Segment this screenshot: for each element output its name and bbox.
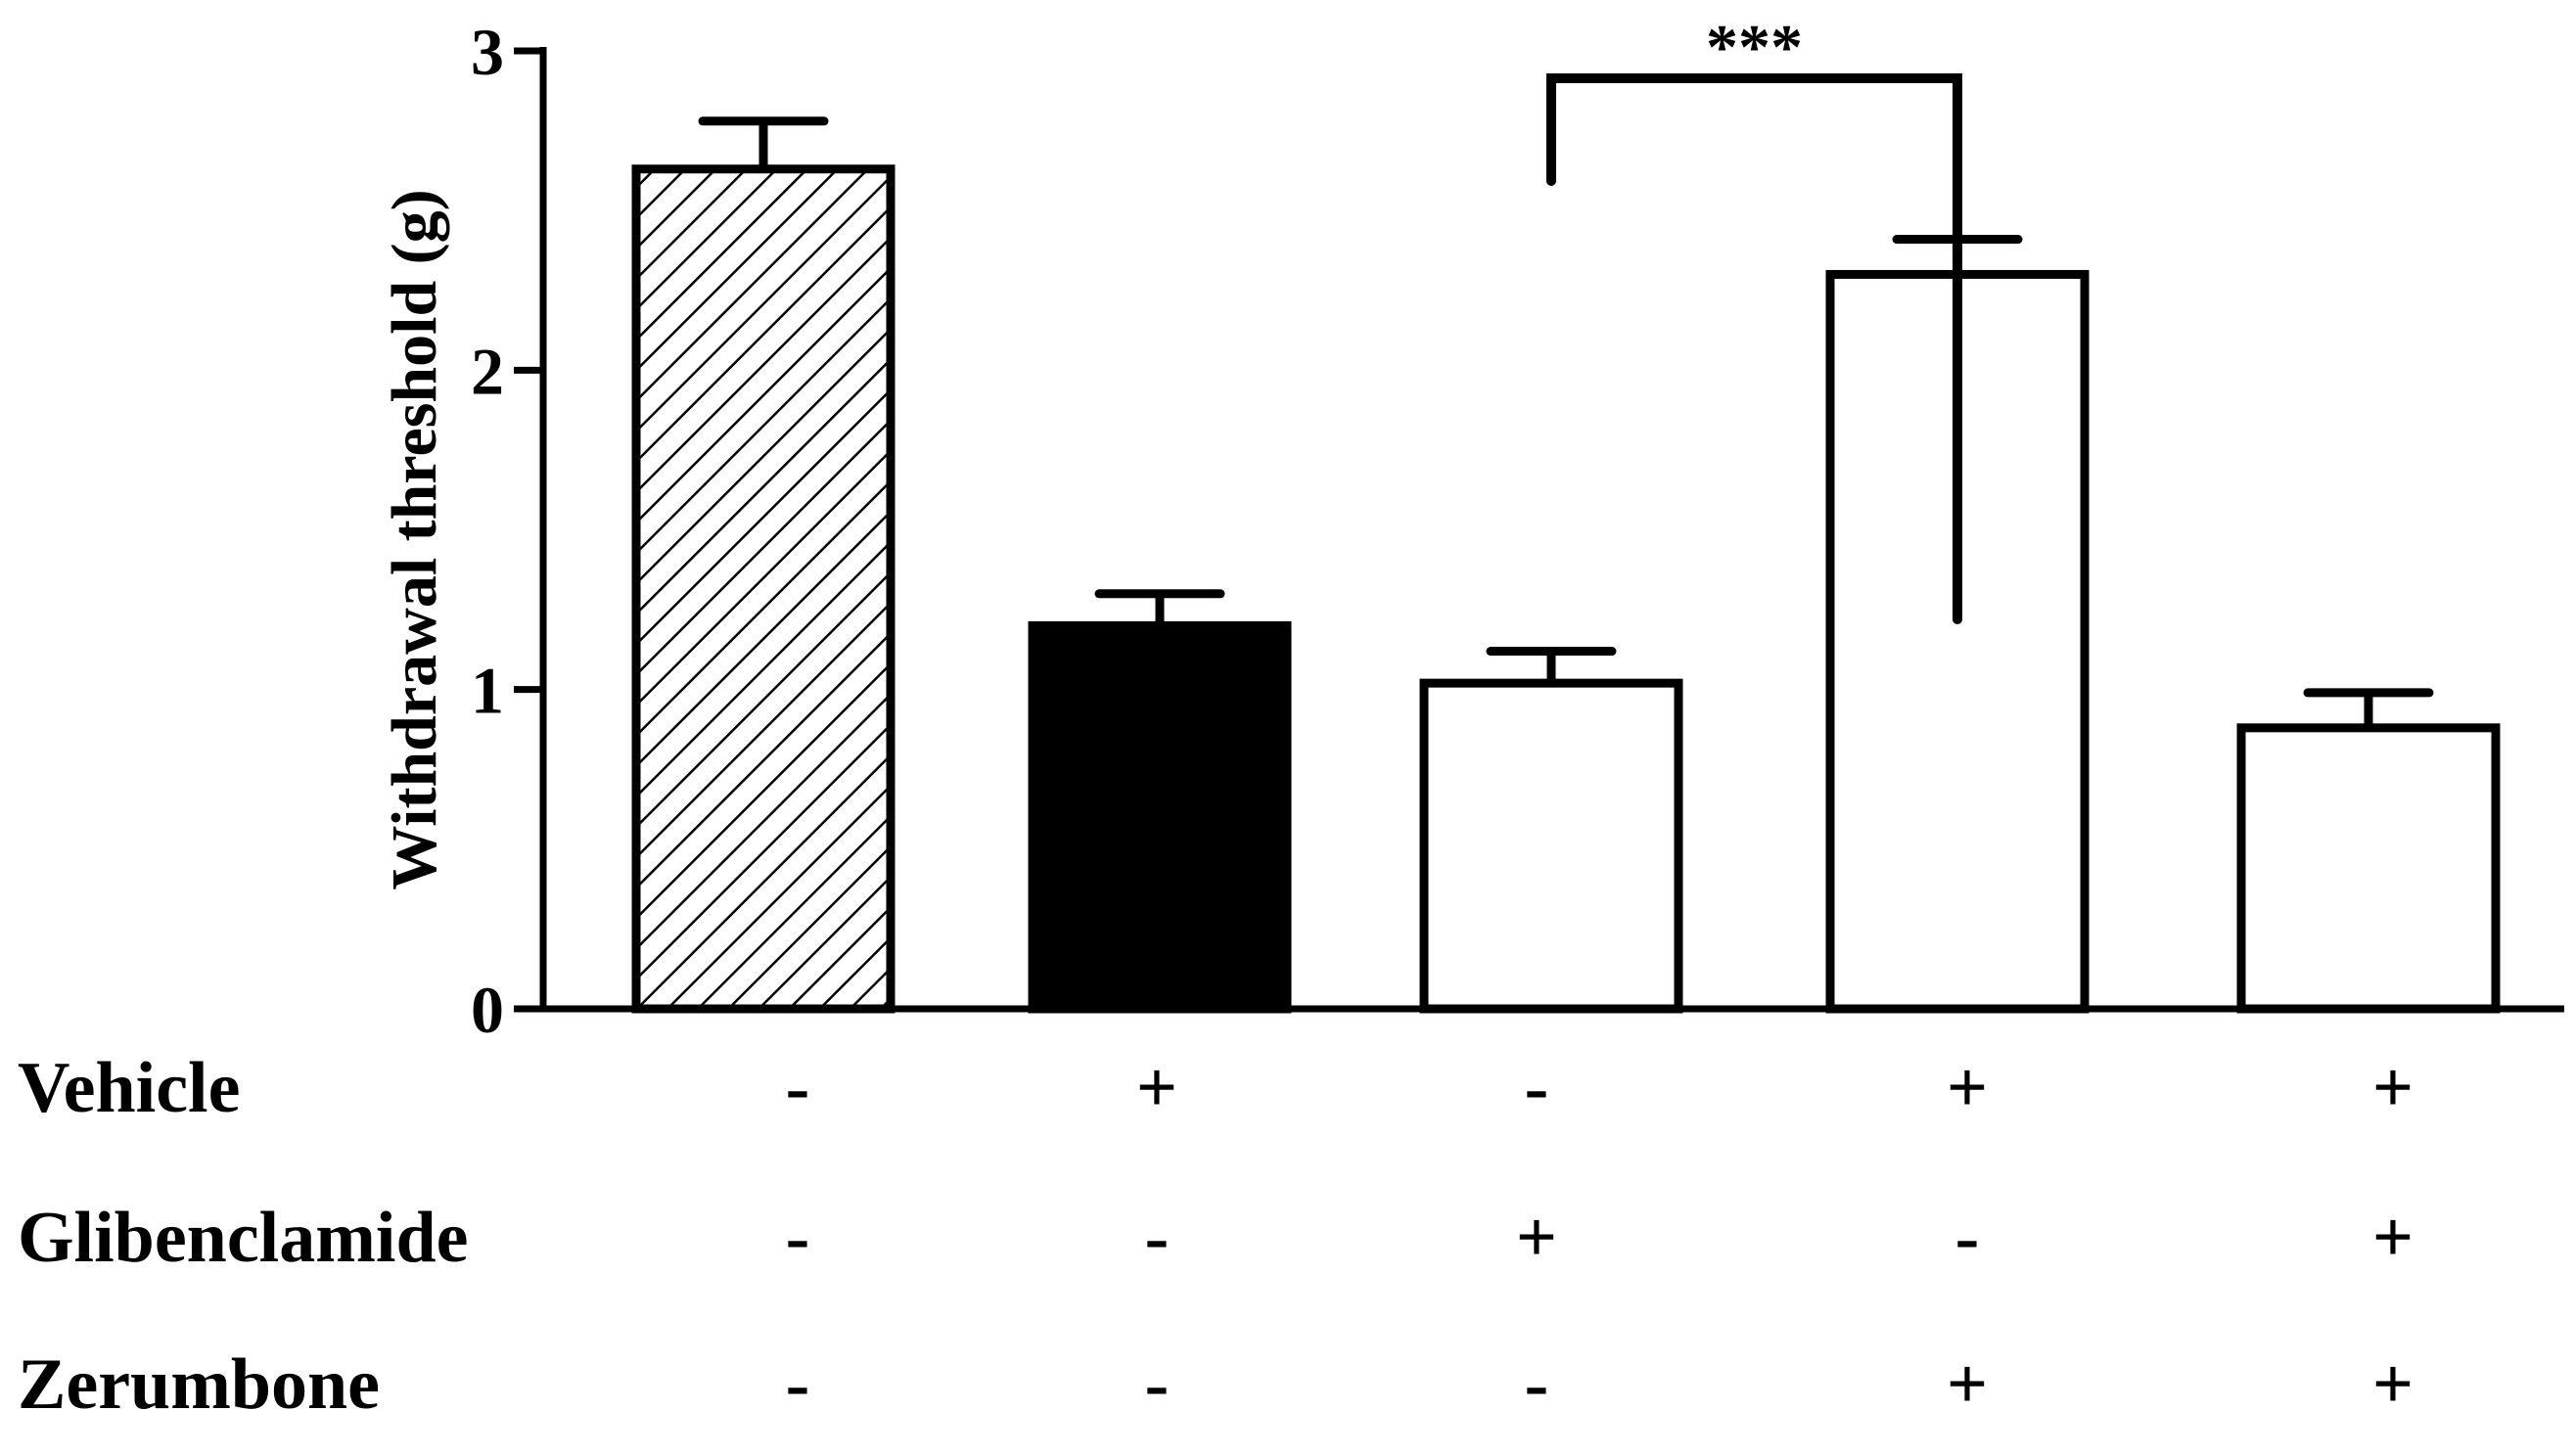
treatment-sign: + bbox=[2372, 1344, 2413, 1425]
treatment-table: Vehicle - + - + + Glibenclamide - - + - + Zerumbone -… bbox=[18, 1048, 2413, 1425]
y-axis: 0 1 2 3 Withdrawal threshold (g) bbox=[379, 15, 2564, 1047]
y-tick-label-1: 1 bbox=[471, 654, 504, 728]
error-bar-1 bbox=[698, 116, 829, 169]
bar-3 bbox=[1419, 678, 1683, 1014]
y-axis-label: Withdrawal threshold (g) bbox=[379, 189, 450, 889]
treatment-sign: - bbox=[786, 1048, 810, 1128]
significance-line bbox=[1546, 73, 1962, 624]
treatment-row-glibenclamide: Glibenclamide - - + - + bbox=[18, 1198, 2413, 1278]
error-bar-2 bbox=[1094, 589, 1225, 626]
treatment-label: Vehicle bbox=[18, 1048, 240, 1128]
y-tick-label-2: 2 bbox=[471, 334, 504, 408]
treatment-sign: + bbox=[1947, 1344, 1988, 1425]
treatment-sign: - bbox=[1955, 1198, 1980, 1278]
treatment-label: Glibenclamide bbox=[18, 1198, 468, 1278]
treatment-sign: - bbox=[786, 1198, 810, 1278]
y-tick-label-3: 3 bbox=[471, 15, 504, 89]
y-tick-label-0: 0 bbox=[471, 973, 504, 1047]
bars-layer bbox=[631, 164, 2501, 1014]
treatment-sign: - bbox=[1145, 1344, 1170, 1425]
error-bar-5 bbox=[2303, 688, 2434, 728]
treatment-sign: - bbox=[1525, 1048, 1549, 1128]
error-bars-layer bbox=[698, 116, 2434, 728]
treatment-sign: + bbox=[2372, 1048, 2413, 1128]
bar-2 bbox=[1028, 620, 1292, 1014]
treatment-sign: - bbox=[786, 1344, 810, 1425]
significance-bracket: *** bbox=[1546, 12, 1962, 624]
treatment-sign: + bbox=[1516, 1198, 1557, 1278]
treatment-sign: - bbox=[1525, 1344, 1549, 1425]
treatment-sign: - bbox=[1145, 1198, 1170, 1278]
significance-label: *** bbox=[1706, 12, 1803, 83]
treatment-sign: + bbox=[1136, 1048, 1177, 1128]
error-bar-3 bbox=[1486, 647, 1617, 684]
treatment-row-vehicle: Vehicle - + - + + bbox=[18, 1048, 2413, 1128]
bar-1 bbox=[631, 164, 896, 1014]
treatment-sign: + bbox=[2372, 1198, 2413, 1278]
treatment-row-zerumbone: Zerumbone - - - + + bbox=[18, 1344, 2413, 1425]
treatment-sign: + bbox=[1947, 1048, 1988, 1128]
bar-5 bbox=[2236, 723, 2501, 1014]
treatment-label: Zerumbone bbox=[18, 1344, 380, 1425]
